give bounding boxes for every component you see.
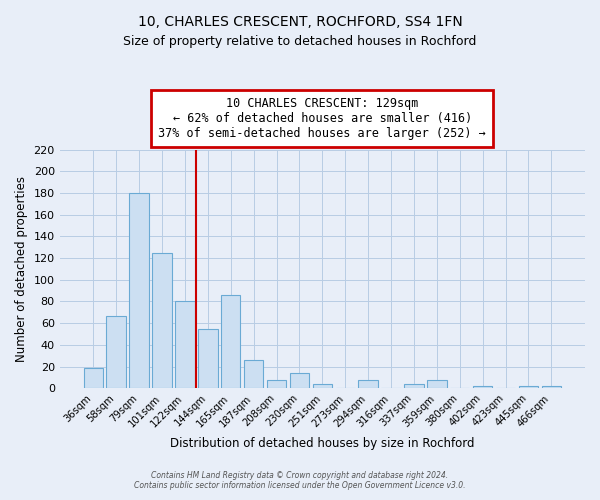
Bar <box>427 380 446 388</box>
Bar <box>244 360 263 388</box>
Bar <box>175 302 194 388</box>
Bar <box>267 380 286 388</box>
Text: 10 CHARLES CRESCENT: 129sqm
← 62% of detached houses are smaller (416)
37% of se: 10 CHARLES CRESCENT: 129sqm ← 62% of det… <box>158 97 486 140</box>
Text: Contains HM Land Registry data © Crown copyright and database right 2024.
Contai: Contains HM Land Registry data © Crown c… <box>134 470 466 490</box>
Text: Size of property relative to detached houses in Rochford: Size of property relative to detached ho… <box>124 35 476 48</box>
Text: 10, CHARLES CRESCENT, ROCHFORD, SS4 1FN: 10, CHARLES CRESCENT, ROCHFORD, SS4 1FN <box>137 15 463 29</box>
Bar <box>542 386 561 388</box>
Bar <box>152 252 172 388</box>
Bar <box>519 386 538 388</box>
Bar <box>83 368 103 388</box>
Bar <box>404 384 424 388</box>
Bar <box>473 386 493 388</box>
Bar <box>198 328 218 388</box>
Bar <box>106 316 126 388</box>
X-axis label: Distribution of detached houses by size in Rochford: Distribution of detached houses by size … <box>170 437 475 450</box>
Bar <box>290 373 309 388</box>
Bar <box>313 384 332 388</box>
Bar <box>221 295 241 388</box>
Y-axis label: Number of detached properties: Number of detached properties <box>15 176 28 362</box>
Bar <box>130 193 149 388</box>
Bar <box>358 380 378 388</box>
